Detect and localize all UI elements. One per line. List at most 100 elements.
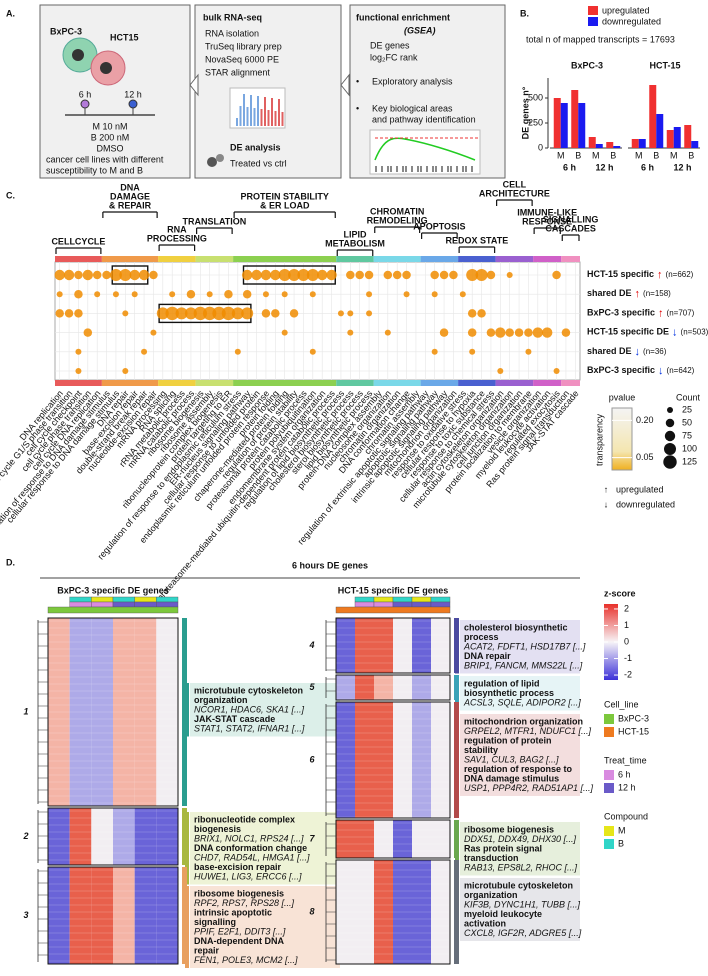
plot-glyph: [236, 118, 238, 126]
cluster-number: 5: [309, 682, 315, 692]
legend-swatch: [604, 714, 614, 724]
dot: [486, 270, 496, 280]
dot: [169, 291, 176, 298]
group-label: LIPID: [343, 229, 367, 239]
annotation-cell: [430, 601, 451, 608]
heatmap-column: [374, 820, 393, 858]
plot-glyph: [243, 94, 245, 126]
cluster-number: 3: [23, 910, 28, 920]
label: upregulated: [616, 484, 664, 494]
go-term: Ras protein signal: [464, 843, 542, 853]
group-label: CELLCYCLE: [51, 236, 105, 246]
dot: [63, 269, 75, 281]
label: z-score: [604, 588, 636, 598]
group-label: DNA: [120, 182, 140, 192]
group-strip: [458, 380, 496, 386]
heatmap-column: [91, 618, 113, 806]
dot: [193, 306, 208, 321]
dot: [206, 291, 213, 298]
dot: [506, 272, 513, 278]
panel-title: HCT-15: [649, 60, 680, 70]
row-label-part: ↓: [672, 327, 678, 339]
annotation-box: [460, 714, 580, 796]
dot: [55, 309, 64, 318]
dot: [131, 291, 138, 298]
bullet-marker: •: [356, 103, 359, 113]
dot: [92, 270, 102, 280]
annotation-cell: [156, 596, 179, 603]
size-key: [664, 443, 676, 455]
gene-list: RPF2, RPS7, RPS28 [...]: [194, 898, 295, 908]
dot: [552, 270, 561, 280]
cluster-box: [335, 701, 451, 819]
group-strip: [233, 380, 337, 386]
bar: [613, 146, 621, 148]
heatmap-column: [113, 618, 135, 806]
group-label: RNA: [167, 224, 187, 234]
group-label: CHROMATIN: [370, 206, 424, 216]
annotation-box: [460, 878, 580, 941]
dot: [234, 348, 241, 355]
legend-label: B: [618, 838, 624, 848]
heatmap-column: [355, 675, 374, 700]
annotation-box: [460, 822, 580, 876]
go-term: DNA damage stimulus: [464, 773, 559, 783]
heatmap-column: [336, 702, 355, 818]
zscore-scale: [604, 604, 618, 680]
heatmap-column: [355, 618, 374, 673]
go-term: DNA-dependent DNA: [194, 936, 284, 946]
dot: [102, 270, 111, 280]
panel-label: B.: [520, 8, 529, 18]
go-term: organization: [464, 890, 518, 900]
group-label: 12 h: [595, 162, 613, 172]
group-label: METABOLISM: [325, 238, 385, 248]
heatmap-column: [91, 808, 113, 865]
group-strip: [373, 380, 421, 386]
heatmap-column: [336, 618, 355, 673]
group-strip: [55, 380, 102, 386]
tick-label: 25: [682, 404, 692, 414]
group-strip: [561, 256, 580, 262]
heatmap-column: [134, 867, 157, 964]
label: Treated vs ctrl: [230, 158, 287, 168]
group-strip: [336, 256, 374, 262]
plot-glyph: [253, 108, 256, 126]
label: BxPC-3: [50, 26, 82, 36]
annotation-box: [460, 620, 580, 674]
row-label-part: BxPC-3 specific: [587, 308, 655, 318]
go-term: process: [464, 632, 499, 642]
annotation-bar: [185, 683, 189, 737]
cluster-number: 7: [309, 833, 315, 843]
cluster-number: 6: [309, 754, 315, 764]
plot-glyph: [278, 99, 280, 126]
heatmap-column: [393, 820, 412, 858]
heatmap-column: [156, 618, 178, 806]
dot: [74, 270, 83, 280]
heatmap-column: [113, 867, 135, 964]
dot: [297, 269, 310, 281]
annotation-cell: [392, 596, 413, 603]
go-term: regulation of lipid: [464, 678, 540, 688]
row-label-part: shared DE: [587, 289, 632, 299]
row-label-part: shared DE: [587, 346, 632, 356]
label: NovaSeq 6000 PE: [205, 54, 279, 64]
dot: [241, 269, 253, 281]
row-label-part: (n=158): [643, 289, 671, 298]
tick-label: -2: [624, 669, 632, 679]
plot-glyph: [257, 96, 259, 126]
group-label: 6 h: [641, 162, 654, 172]
x-tick-label: M: [592, 150, 600, 160]
panel-label: A.: [6, 8, 15, 18]
heatmap-column: [412, 675, 431, 700]
dot: [316, 269, 328, 281]
annotation-bar: [455, 878, 459, 941]
group-strip: [373, 256, 421, 262]
x-tick-label: B: [653, 150, 659, 160]
dot: [505, 328, 514, 337]
go-term: regulation of protein: [464, 735, 552, 745]
dot: [306, 269, 319, 281]
dot: [403, 291, 410, 298]
dot: [281, 291, 288, 298]
dot: [477, 309, 486, 318]
